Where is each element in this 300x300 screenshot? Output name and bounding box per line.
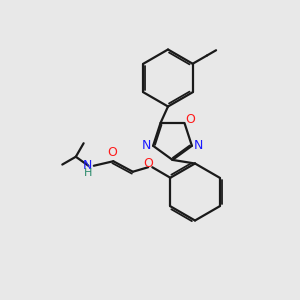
Text: O: O: [185, 113, 195, 127]
Text: N: N: [142, 139, 151, 152]
Text: N: N: [83, 159, 92, 172]
Text: N: N: [194, 139, 203, 152]
Text: O: O: [107, 146, 117, 159]
Text: O: O: [143, 157, 153, 170]
Text: H: H: [84, 168, 92, 178]
